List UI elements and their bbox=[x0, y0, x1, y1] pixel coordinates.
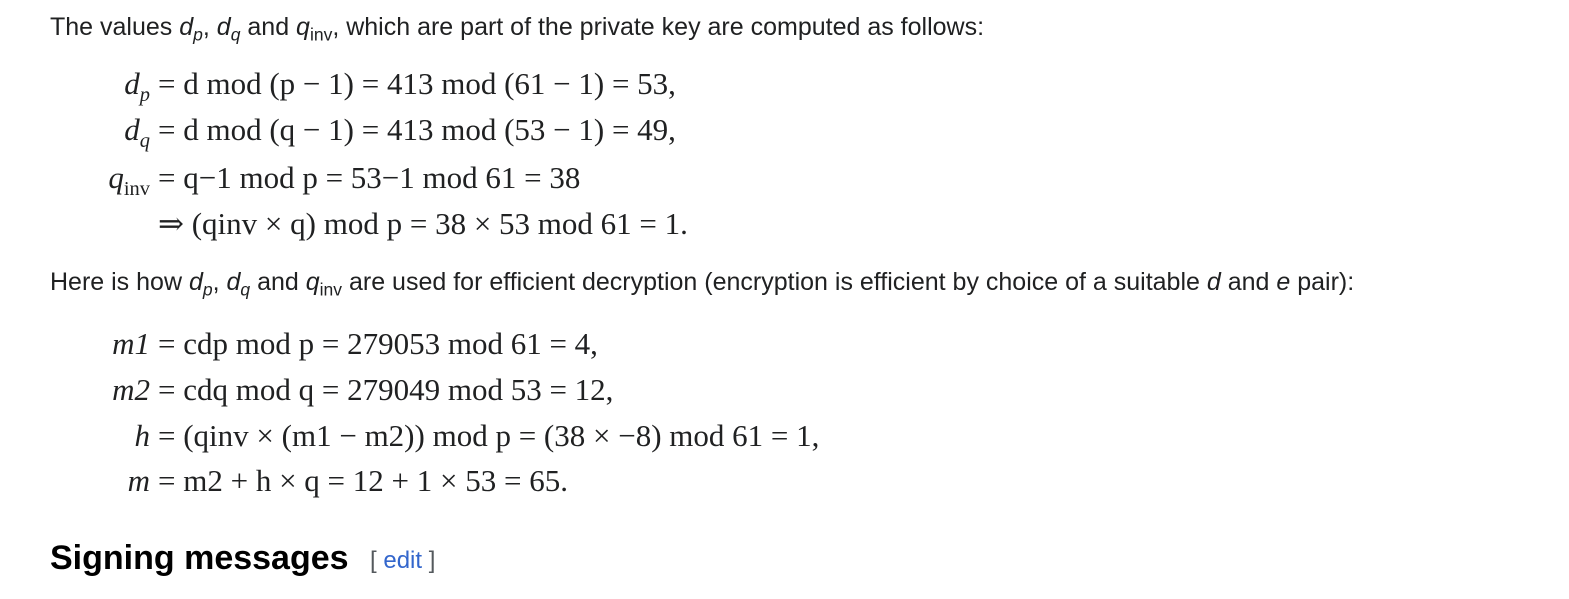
edit-link[interactable]: edit bbox=[383, 547, 423, 574]
equation-rhs: = cdq mod q = 279049 mod 53 = 12, bbox=[158, 372, 614, 407]
equation-rhs: = (qinv × (m1 − m2)) mod p = (38 × −8) m… bbox=[158, 418, 820, 453]
var-dq: dq bbox=[226, 268, 251, 300]
edit-bracket-close: ] bbox=[422, 547, 436, 574]
equation-rhs: = q−1 mod p = 53−1 mod 61 = 38 bbox=[158, 160, 581, 195]
section-heading: Signing messages bbox=[50, 539, 349, 577]
equation-rhs: ⇒ (qinv × q) mod p = 38 × 53 mod 61 = 1. bbox=[158, 206, 688, 241]
var-e: e bbox=[1276, 268, 1291, 296]
equation-lhs: m1 bbox=[112, 326, 150, 361]
edit-section: [ edit ] bbox=[370, 546, 435, 576]
edit-bracket-open: [ bbox=[370, 547, 384, 574]
var-d: d bbox=[1206, 268, 1221, 296]
equation-rhs: = m2 + h × q = 12 + 1 × 53 = 65. bbox=[158, 463, 568, 498]
var-qinv: qinv bbox=[296, 13, 333, 45]
intro-text: The values bbox=[50, 13, 180, 41]
equation-rhs: = d mod (p − 1) = 413 mod (61 − 1) = 53, bbox=[158, 66, 676, 101]
equation-rhs: = d mod (q − 1) = 413 mod (53 − 1) = 49, bbox=[158, 112, 676, 147]
var-dp: dp bbox=[188, 268, 213, 300]
var-qinv: qinv bbox=[305, 268, 343, 300]
equation-lhs: m2 bbox=[112, 372, 150, 407]
decryption-paragraph: Here is how dp, dq and qinv are used for… bbox=[50, 268, 1355, 300]
intro-paragraph: The values dp, dq and qinv, which are pa… bbox=[50, 13, 985, 45]
var-dp: dp bbox=[179, 13, 203, 45]
equation-rhs: = cdp mod p = 279053 mod 61 = 4, bbox=[158, 326, 598, 361]
equation-lhs: h bbox=[134, 418, 151, 453]
var-dq: dq bbox=[216, 13, 241, 45]
equation-lhs: m bbox=[127, 463, 150, 498]
